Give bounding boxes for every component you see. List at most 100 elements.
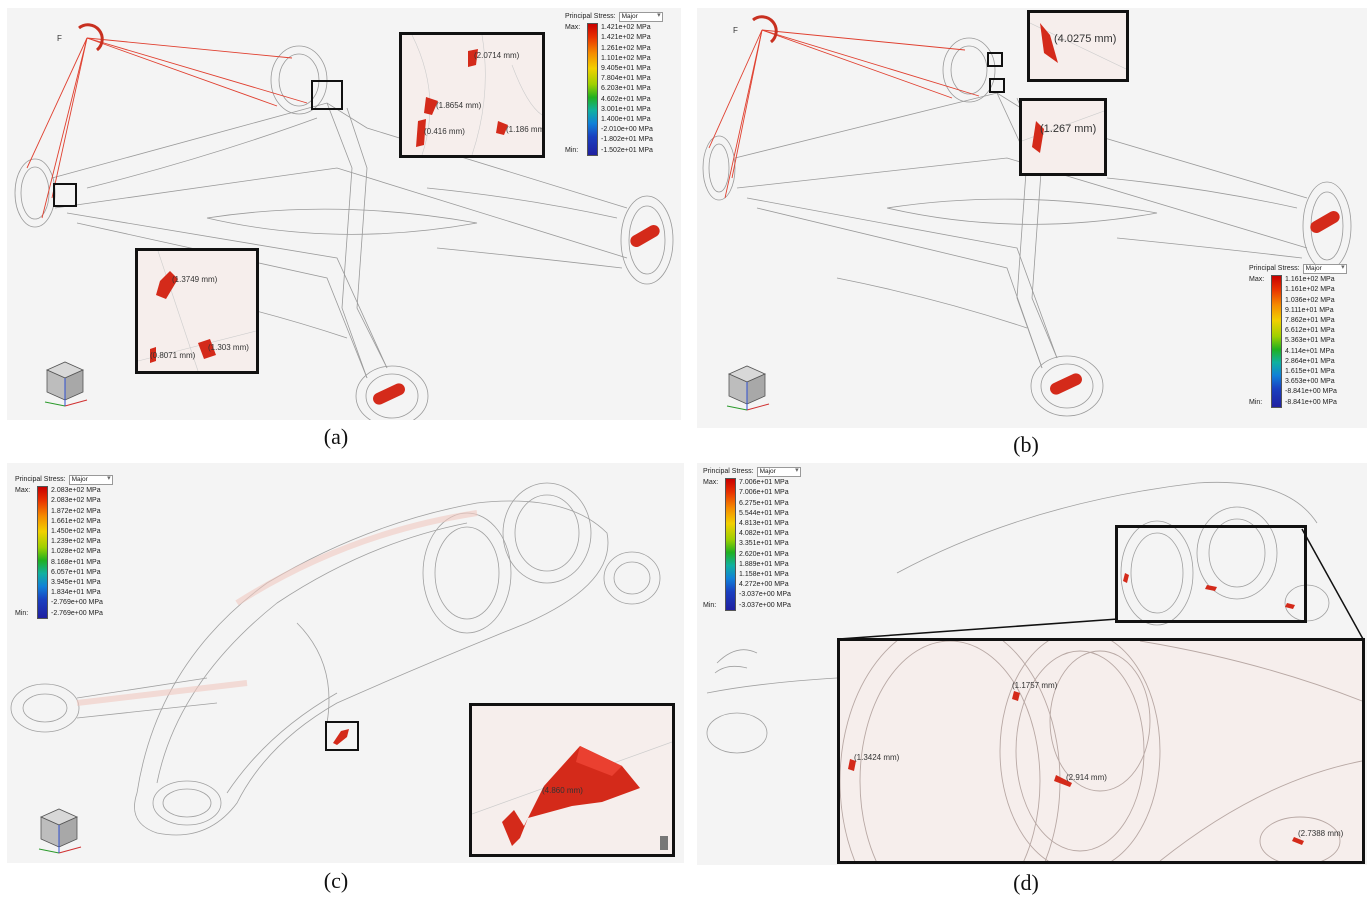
stress-legend-b: Principal Stress:Major Max: Min: 1.161e+0… xyxy=(1249,264,1347,408)
legend-tick: 1.400e+01 MPa xyxy=(601,116,651,124)
zoom-inset: (1.1757 mm) (1.3424 mm) (2.914 mm) (2.73… xyxy=(837,638,1365,864)
legend-max-label: Max: xyxy=(565,24,581,32)
stress-legend-d: Principal Stress:Major Max: Min: 7.006e+0… xyxy=(703,467,801,611)
label-b-1: (4.0275 mm) xyxy=(1054,33,1117,45)
legend-tick: 1.261e+02 MPa xyxy=(601,44,651,52)
stress-type-dropdown[interactable]: Major xyxy=(68,475,113,486)
legend-tick: -1.802e+01 MPa xyxy=(601,136,653,144)
zoom-inset-left: (1.3749 mm) (0.8071 mm) (1.303 mm) xyxy=(135,248,259,374)
legend-tick: 6.612e+01 MPa xyxy=(1285,327,1335,335)
legend-min-label: Min: xyxy=(565,146,579,154)
legend-tick: 1.158e+01 MPa xyxy=(739,571,789,579)
label-a-6: (0.416 mm) xyxy=(424,127,465,136)
label-d-4: (2.7388 mm) xyxy=(1298,829,1344,838)
force-label: F xyxy=(733,26,738,35)
legend-tick: 6.275e+01 MPa xyxy=(739,499,789,507)
label-d-3: (2.914 mm) xyxy=(1066,773,1107,782)
force-arrow-icon xyxy=(78,23,104,52)
legend-ticks: 1.421e+02 MPa 1.261e+02 MPa 1.101e+02 MP… xyxy=(601,33,653,145)
label-a-5: (1.8654 mm) xyxy=(436,101,482,110)
stress-type-dropdown[interactable]: Major xyxy=(1302,264,1347,275)
legend-min-value: -8.841e+00 MPa xyxy=(1285,398,1337,406)
legend-tick: 1.889e+01 MPa xyxy=(739,560,789,568)
caption-d: (d) xyxy=(1013,870,1039,895)
legend-max-label: Max: xyxy=(1249,276,1265,284)
suspension-arm-model xyxy=(14,23,674,420)
legend-min-label: Min: xyxy=(1249,398,1263,406)
axle-housing-model xyxy=(10,482,661,836)
legend-tick: 2.083e+02 MPa xyxy=(51,497,101,505)
label-a-7: (1.186 mm) xyxy=(506,125,545,134)
legend-tick: 4.114e+01 MPa xyxy=(1285,347,1335,355)
legend-tick: 7.862e+01 MPa xyxy=(1285,317,1335,325)
zoom-inset-1: (4.0275 mm) xyxy=(1027,10,1129,82)
legend-title: Principal Stress: xyxy=(1249,265,1300,272)
panel-d-viewport[interactable]: (1.1757 mm) (1.3424 mm) (2.914 mm) (2.73… xyxy=(697,463,1367,865)
viewcube[interactable] xyxy=(717,360,773,416)
legend-tick: 4.082e+01 MPa xyxy=(739,530,789,538)
legend-tick: 6.057e+01 MPa xyxy=(51,568,101,576)
legend-tick: 1.101e+02 MPa xyxy=(601,54,651,62)
legend-tick: 1.239e+02 MPa xyxy=(51,538,101,546)
legend-max-label: Max: xyxy=(15,487,31,495)
force-label: F xyxy=(57,34,62,43)
legend-tick: -2.769e+00 MPa xyxy=(51,599,103,607)
label-a-3: (1.303 mm) xyxy=(208,343,249,352)
legend-tick: 4.272e+00 MPa xyxy=(739,581,789,589)
panel-b-viewport[interactable]: F (4.0275 mm) (1.267 mm) Principal Stres… xyxy=(697,8,1367,428)
label-a-2: (0.8071 mm) xyxy=(150,351,196,360)
legend-tick: 1.834e+01 MPa xyxy=(51,589,101,597)
marker-box xyxy=(325,721,359,751)
legend-title: Principal Stress: xyxy=(565,13,616,20)
stress-type-dropdown[interactable]: Major xyxy=(756,467,801,478)
label-c-1: (4.860 mm) xyxy=(542,786,583,795)
color-scale-bar xyxy=(587,23,598,156)
viewcube[interactable] xyxy=(35,356,91,412)
label-d-2: (1.3424 mm) xyxy=(854,753,900,762)
viewcube[interactable] xyxy=(29,803,85,859)
marker-box xyxy=(1115,525,1307,623)
label-a-4: (2.0714 mm) xyxy=(474,51,520,60)
legend-tick: -8.841e+00 MPa xyxy=(1285,388,1337,396)
legend-tick: 1.161e+02 MPa xyxy=(1285,286,1335,294)
force-arrow-icon xyxy=(752,15,778,44)
stress-legend-a: Principal Stress:Major Max: Min: 1.421e+0… xyxy=(565,12,663,156)
marker-box-top xyxy=(311,80,343,110)
color-scale-bar xyxy=(1271,275,1282,408)
marker-box-2 xyxy=(989,78,1005,93)
caption-b: (b) xyxy=(1013,432,1039,457)
panel-c-viewport[interactable]: (4.860 mm) Principal Stress:Major Max: Mi… xyxy=(7,463,684,863)
color-scale-bar xyxy=(37,486,48,619)
legend-title: Principal Stress: xyxy=(703,468,754,475)
legend-tick: 2.620e+01 MPa xyxy=(739,550,789,558)
legend-tick: 1.661e+02 MPa xyxy=(51,517,101,525)
legend-tick: 3.351e+01 MPa xyxy=(739,540,789,548)
legend-tick: 1.028e+02 MPa xyxy=(51,548,101,556)
suspension-arm-model xyxy=(702,15,1352,417)
marker-box-1 xyxy=(987,52,1003,67)
legend-tick: 4.602e+01 MPa xyxy=(601,95,651,103)
legend-max-value: 7.006e+01 MPa xyxy=(739,479,789,487)
legend-tick: 9.405e+01 MPa xyxy=(601,65,651,73)
legend-tick: 8.168e+01 MPa xyxy=(51,558,101,566)
panel-a-viewport[interactable]: F (2.0714 mm) (1.8654 mm) (0.416 mm) (1.… xyxy=(7,8,681,420)
legend-tick: 1.615e+01 MPa xyxy=(1285,368,1335,376)
legend-tick: 4.813e+01 MPa xyxy=(739,520,789,528)
legend-max-value: 1.421e+02 MPa xyxy=(601,24,651,32)
axle-housing-model xyxy=(706,481,1330,754)
legend-tick: 1.421e+02 MPa xyxy=(601,34,651,42)
legend-tick: 5.363e+01 MPa xyxy=(1285,337,1335,345)
legend-tick: 7.006e+01 MPa xyxy=(739,489,789,497)
marker-box-left xyxy=(53,183,77,207)
caption-c: (c) xyxy=(323,868,349,893)
legend-tick: 2.864e+01 MPa xyxy=(1285,357,1335,365)
label-b-2: (1.267 mm) xyxy=(1040,123,1097,135)
legend-min-value: -3.037e+00 MPa xyxy=(739,601,791,609)
stress-legend-c: Principal Stress:Major Max: Min: 2.083e+0… xyxy=(15,475,113,619)
legend-tick: 9.111e+01 MPa xyxy=(1285,306,1334,314)
legend-tick: 5.544e+01 MPa xyxy=(739,509,789,517)
stress-type-dropdown[interactable]: Major xyxy=(618,12,663,23)
legend-tick: 1.450e+02 MPa xyxy=(51,528,101,536)
legend-min-value: -2.769e+00 MPa xyxy=(51,609,103,617)
legend-tick: 1.036e+02 MPa xyxy=(1285,296,1335,304)
